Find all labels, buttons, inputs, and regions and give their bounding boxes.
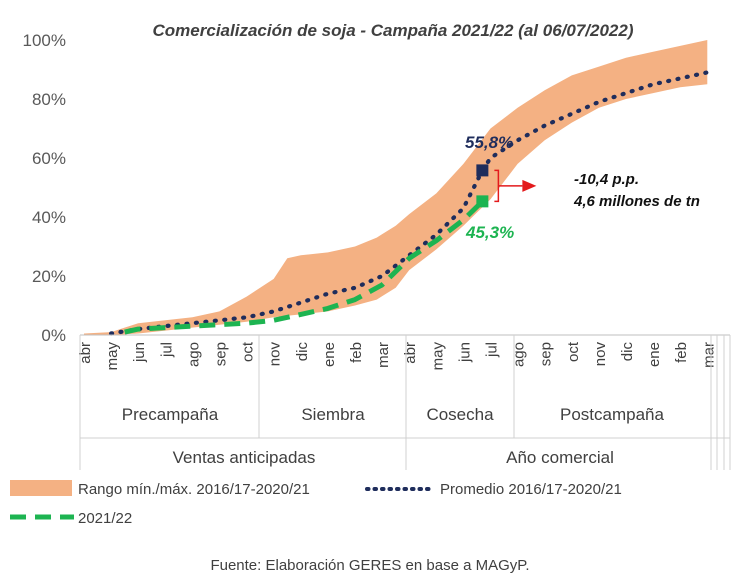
average-line <box>108 70 710 336</box>
period-label: Año comercial <box>506 448 614 467</box>
x-tick-label: ago <box>511 342 528 367</box>
x-tick-label: feb <box>673 342 690 363</box>
x-tick-label: ene <box>646 342 663 367</box>
x-tick-label: abr <box>77 342 94 364</box>
x-tick-label: mar <box>375 342 392 368</box>
period-label: Ventas anticipadas <box>173 448 316 467</box>
difference-arrow-head <box>522 179 537 192</box>
x-tick-label: jun <box>131 342 148 363</box>
x-tick-label: jul <box>484 342 501 358</box>
legend: Rango mín./máx. 2016/17-2020/21 Promedio… <box>10 480 622 527</box>
phase-label: Cosecha <box>426 405 494 424</box>
legend-label-current: 2021/22 <box>78 510 132 527</box>
x-tick-label: sep <box>213 342 230 366</box>
difference-label-tn: 4,6 millones de tn <box>573 193 700 210</box>
x-tick-label: jun <box>456 342 473 363</box>
y-tick-label: 20% <box>32 267 66 286</box>
current-value-label: 45,3% <box>465 223 514 242</box>
y-tick-label: 100% <box>23 31 66 50</box>
x-tick-label: oct <box>240 341 257 362</box>
x-tick-label: jul <box>158 342 175 358</box>
legend-label-range: Rango mín./máx. 2016/17-2020/21 <box>78 481 310 498</box>
x-tick-label: oct <box>565 341 582 362</box>
y-tick-label: 0% <box>41 326 66 345</box>
y-tick-label: 80% <box>32 90 66 109</box>
legend-label-average: Promedio 2016/17-2020/21 <box>440 481 622 498</box>
x-tick-label: nov <box>267 342 284 367</box>
x-tick-label: may <box>104 342 121 371</box>
x-tick-label: abr <box>402 342 419 364</box>
source-note: Fuente: Elaboración GERES en base a MAGy… <box>210 557 529 574</box>
x-tick-label: nov <box>592 342 609 367</box>
range-band-layer <box>84 40 708 335</box>
annotations: 55,8% 45,3% -10,4 p.p. 4,6 millones de t… <box>465 133 700 242</box>
phase-label: Siembra <box>301 405 365 424</box>
x-tick-label: may <box>429 342 446 371</box>
y-tick-label: 60% <box>32 149 66 168</box>
x-tick-label: ago <box>185 342 202 367</box>
avg-value-label: 55,8% <box>465 133 513 152</box>
x-tick-label: feb <box>348 342 365 363</box>
x-tick-label: ene <box>321 342 338 367</box>
difference-label-pp: -10,4 p.p. <box>574 171 639 188</box>
x-tick-label: dic <box>619 342 636 362</box>
x-tick-label: sep <box>538 342 555 366</box>
y-tick-label: 40% <box>32 208 66 227</box>
x-axis: abr may jun jul ago sep oct nov dic ene feb mar abr m… <box>77 334 731 470</box>
chart-title: Comercialización de soja - Campaña 2021/… <box>153 21 634 40</box>
lines-layer <box>108 70 710 336</box>
phase-label: Precampaña <box>122 405 219 424</box>
current-marker <box>476 195 489 208</box>
x-tick-label: dic <box>294 342 311 362</box>
range-band <box>84 40 708 335</box>
y-axis-ticks: 0% 20% 40% 60% 80% 100% <box>23 31 66 345</box>
phase-label: Postcampaña <box>560 405 664 424</box>
current-season-line <box>124 199 485 335</box>
legend-swatch-range <box>10 480 72 496</box>
x-tick-label: mar <box>700 342 717 368</box>
average-marker <box>476 164 489 177</box>
